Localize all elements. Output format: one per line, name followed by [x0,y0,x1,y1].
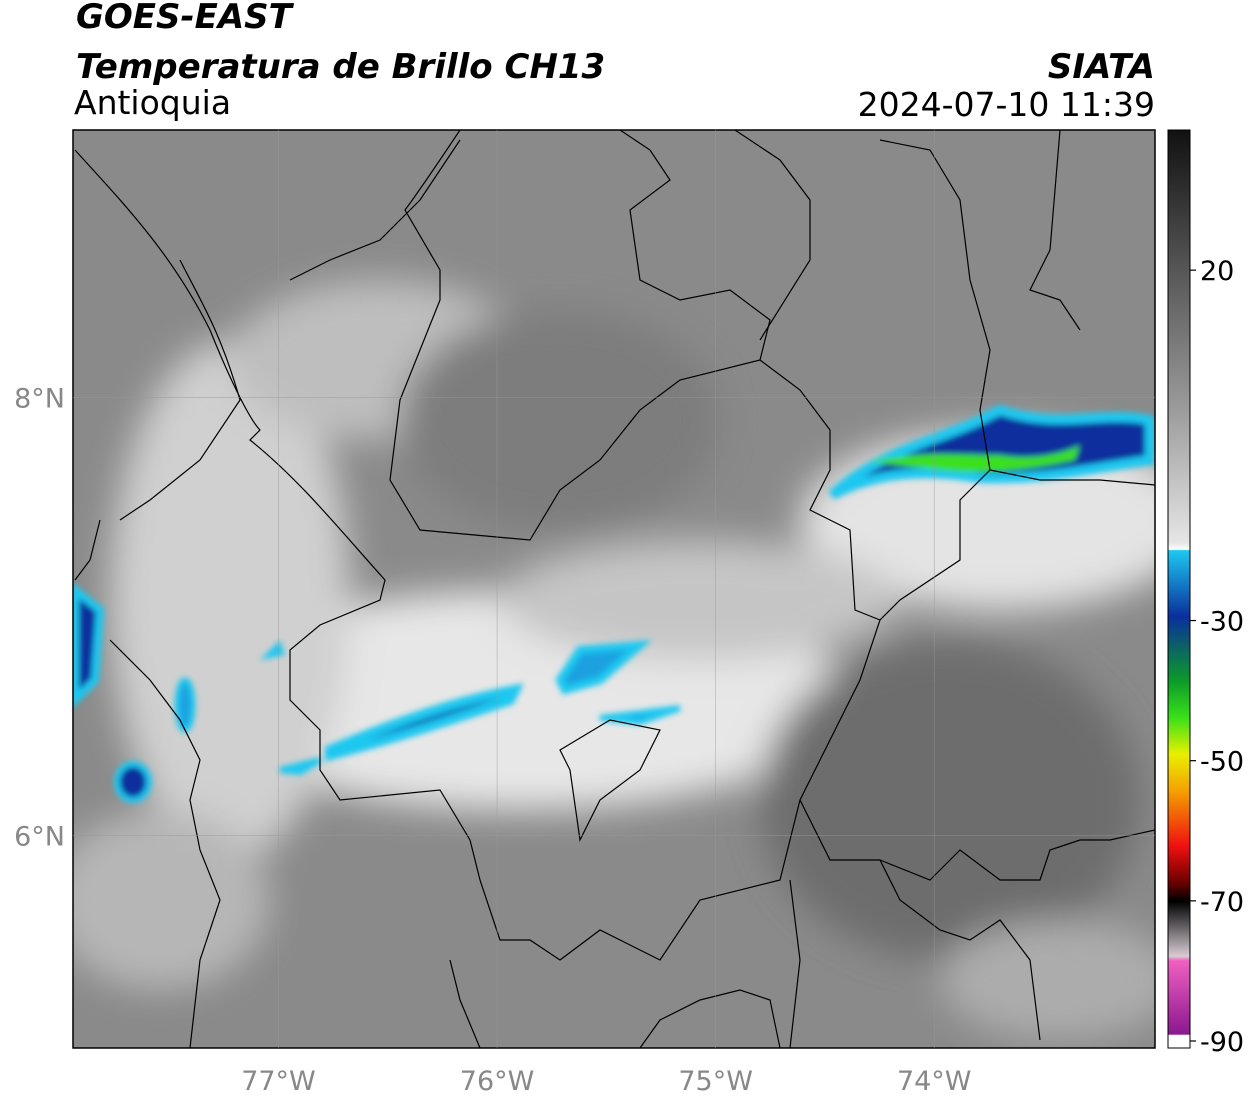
x-tick-label: 77°W [241,1066,316,1097]
axes: 77°W 76°W 75°W 74°W 6°N 8°N 20 -30 -50 -70 -90 [14,130,1244,1097]
colorbar-tick-label: -30 [1200,607,1244,638]
satellite-title: GOES-EAST [76,0,295,37]
x-tick-label: 74°W [897,1066,972,1097]
y-tick-label: 8°N [14,383,65,414]
colorbar-tick-label: 20 [1200,256,1234,287]
map-frame [72,129,1156,1049]
colorbar-tick-label: -70 [1200,887,1244,918]
region-label: Antioquia [74,83,231,122]
y-tick-label: 6°N [14,821,65,852]
source-label: SIATA [1048,47,1155,87]
x-tick-label: 76°W [460,1066,535,1097]
product-title: Temperatura de Brillo CH13 [76,47,605,87]
x-tick-label: 75°W [678,1066,753,1097]
satellite-image [73,130,1155,1048]
datetime-label: 2024-07-10 11:39 [858,85,1155,124]
colorbar-tick-label: -50 [1200,747,1244,778]
colorbar [1167,129,1191,1049]
colorbar-tick-label: -90 [1200,1027,1244,1058]
